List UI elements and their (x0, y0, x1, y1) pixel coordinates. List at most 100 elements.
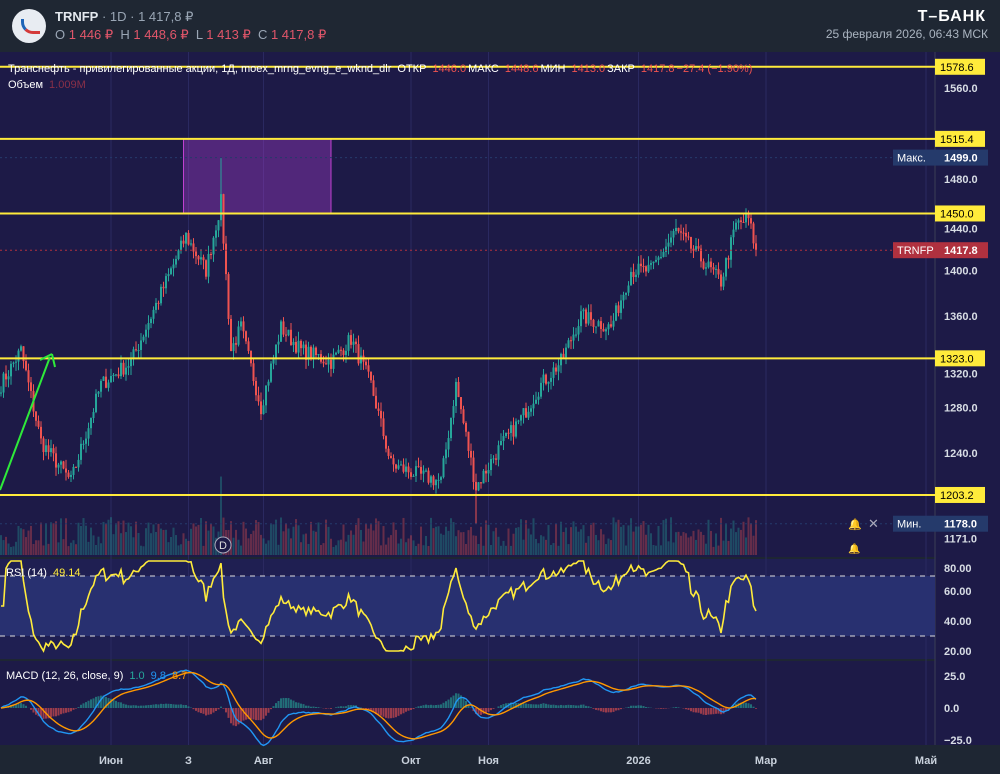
candle-body (617, 305, 620, 313)
candle-body (675, 227, 677, 232)
volume-bar (710, 530, 712, 555)
volume-bar (192, 523, 195, 555)
candle-body (160, 286, 162, 304)
macd-hist-bar (475, 708, 477, 714)
volume-bar (80, 525, 82, 555)
volume-bar (260, 534, 262, 555)
macd-hist-bar (535, 704, 537, 708)
macd-hist-bar (385, 708, 387, 718)
candle-body (685, 232, 687, 237)
candle-body (140, 340, 142, 350)
volume-bar (430, 517, 432, 555)
price-axis (935, 52, 1000, 745)
macd-hist-bar (560, 704, 562, 708)
macd-hist-bar (450, 697, 452, 708)
volume-bar (747, 517, 750, 555)
close-icon[interactable]: ✕ (868, 516, 879, 531)
candle-body (237, 326, 240, 345)
macd-hist-bar (75, 708, 77, 709)
candle-body (10, 363, 12, 377)
macd-hist-bar (742, 702, 745, 708)
candle-body (715, 268, 717, 270)
macd-hist-bar (292, 700, 295, 708)
candle-body (740, 220, 742, 223)
macd-hist-bar (342, 706, 345, 708)
candle-body (195, 251, 197, 257)
min-tag (893, 515, 988, 532)
macd-hist-bar (392, 708, 395, 718)
volume-bar (15, 541, 17, 555)
macd-hist-bar (532, 704, 535, 708)
macd-hist-bar (220, 706, 222, 708)
volume-bar (30, 525, 32, 555)
macd-hist-bar (397, 708, 400, 716)
volume-bar (125, 532, 127, 555)
candle-body (295, 341, 297, 353)
volume-bar (175, 535, 177, 555)
candle-body (465, 422, 467, 432)
candle-body (455, 381, 457, 407)
macd-hist-bar (67, 708, 70, 713)
max-label: Макс. (897, 153, 926, 165)
volume-bar (575, 526, 577, 555)
candle-body (180, 240, 182, 251)
volume-bar (117, 521, 120, 555)
macd-hist-bar (407, 708, 410, 711)
candle-body (307, 346, 310, 360)
volume-bar (212, 526, 215, 555)
alert-bell-icon[interactable]: 🔔 (848, 518, 862, 531)
candle-body (582, 309, 585, 312)
macd-hist-bar (512, 703, 515, 708)
macd-hist-bar (25, 705, 27, 708)
ticker-line[interactable]: TRNFP · 1D · 1 417,8 ₽ (55, 9, 194, 24)
candle-body (405, 466, 407, 472)
volume-bar (177, 545, 180, 555)
macd-hist-bar (57, 708, 60, 716)
candle-body (290, 329, 292, 346)
volume-bar (417, 543, 420, 555)
candle-body (252, 363, 255, 382)
volume-bar (685, 533, 687, 555)
volume-bar (670, 517, 672, 555)
candle-body (67, 472, 70, 477)
candle-body (742, 222, 745, 224)
volume-bar (515, 527, 517, 555)
macd-hist-bar (497, 706, 500, 708)
volume-bar (262, 538, 265, 555)
macd-tick: −25.0 (944, 735, 972, 747)
macd-hist-bar (747, 703, 750, 708)
candle-body (500, 440, 502, 446)
volume-bar (45, 523, 47, 555)
volume-bar (327, 526, 330, 555)
macd-hist-bar (662, 708, 665, 709)
macd-hist-bar (202, 708, 205, 714)
macd-hist-bar (585, 705, 587, 708)
candle-body (720, 274, 722, 287)
volume-bar (480, 526, 482, 555)
macd-hist-bar (135, 705, 137, 708)
candle-body (670, 237, 672, 243)
macd-hist-bar (412, 708, 415, 710)
volume-bar (470, 526, 472, 555)
legend-item: ЗАКР (607, 63, 635, 75)
macd-hist-bar (635, 705, 637, 708)
last-label: TRNFP (897, 245, 934, 257)
volume-bar (565, 527, 567, 555)
volume-bar (25, 537, 27, 555)
candle-body (292, 341, 295, 346)
candle-body (477, 482, 480, 491)
volume-bar (107, 519, 110, 555)
candle-body (550, 377, 552, 382)
candle-body (35, 411, 37, 421)
macd-hist-bar (442, 702, 445, 708)
macd-hist-bar (482, 708, 485, 714)
volume-bar (87, 541, 90, 555)
rsi-tick: 20.00 (944, 646, 972, 658)
candle-body (722, 276, 725, 287)
volume-bar (315, 531, 317, 555)
macd-hist-bar (235, 708, 237, 727)
macd-hist-bar (527, 703, 530, 708)
candle-body (267, 381, 270, 386)
candle-body (25, 361, 27, 371)
